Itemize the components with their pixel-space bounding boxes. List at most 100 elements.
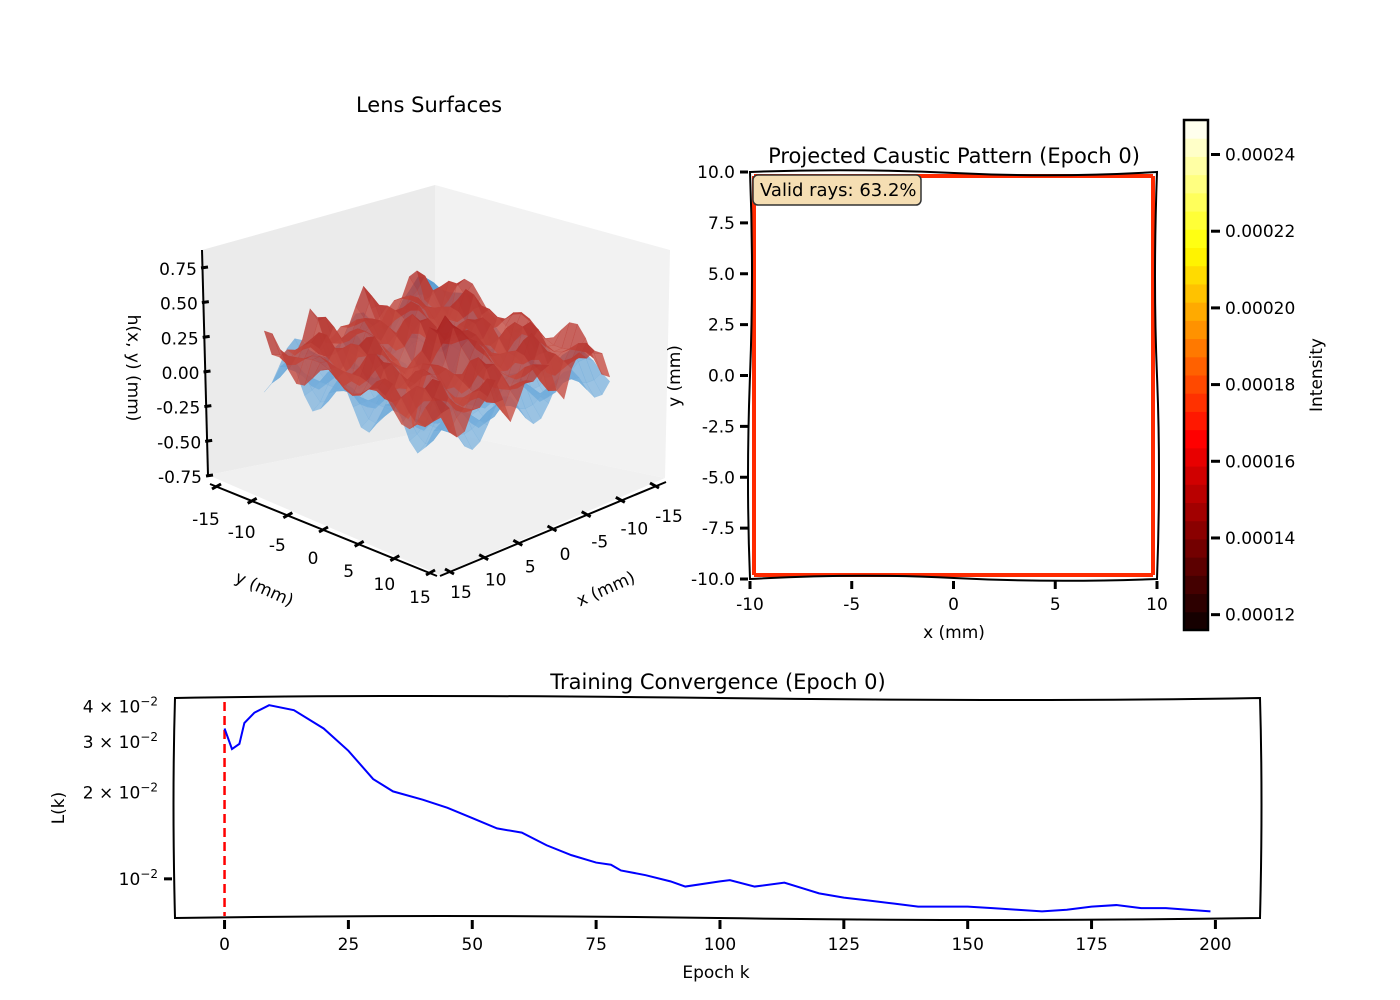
loss-y-tick-label: 3 × 10−2	[83, 730, 158, 753]
colorbar-level	[1184, 466, 1208, 485]
tick-base: 3 × 10	[83, 733, 141, 753]
y-tick-label: -15	[192, 510, 220, 530]
caustic-x-tick-label: -10	[736, 595, 764, 615]
tick-base: 10	[119, 870, 141, 890]
z-tick-label: -0.75	[158, 468, 202, 488]
colorbar-tick-label: 0.00024	[1225, 146, 1295, 166]
colorbar-level	[1184, 447, 1208, 467]
tick-exponent: −2	[140, 781, 158, 795]
z-tick-label: 0.75	[159, 260, 197, 280]
caustic-ticks: -10 -5 0 5 10 10.0 7.5 5.0 2.5 0.0 -2.5 -5.0 -7.5 -10…	[691, 163, 1168, 615]
valid-rays-text: Valid rays: 63.2%	[760, 180, 917, 201]
z-tick-label: -0.25	[156, 399, 200, 419]
loss-x-tick-label: 75	[585, 935, 607, 955]
colorbar-tick-label: 0.00014	[1225, 529, 1295, 549]
x-tick-label: 15	[450, 583, 472, 603]
lens-surfaces-title: Lens Surfaces	[356, 93, 502, 117]
x-tick-label: 5	[525, 558, 536, 578]
colorbar-level	[1184, 411, 1208, 431]
tick-base: 4 × 10	[83, 697, 141, 717]
caustic-title: Projected Caustic Pattern (Epoch 0)	[768, 144, 1140, 168]
lens-surfaces-panel: Lens Surfaces 0.75 0.50 0.25 0.00 -0.25 -0.50…	[123, 93, 683, 611]
tick-exponent: −2	[140, 867, 158, 881]
loss-x-label: Epoch k	[682, 963, 749, 983]
y-tick-label: 0	[308, 549, 319, 569]
colorbar-level	[1184, 283, 1208, 303]
colorbar-level	[1184, 247, 1208, 267]
z-tick-label: 0.50	[160, 295, 198, 315]
colorbar-level	[1184, 356, 1208, 376]
colorbar-level	[1184, 265, 1208, 285]
front-surface-facet	[433, 397, 450, 414]
caustic-y-tick-label: -10.0	[691, 570, 735, 590]
caustic-x-tick-label: 10	[1146, 595, 1168, 615]
y-tick-mark	[211, 482, 222, 491]
caustic-y-tick-label: 0.0	[708, 367, 735, 387]
y-tick-mark	[389, 554, 401, 562]
loss-series-line	[223, 704, 1211, 913]
y-tick-mark	[353, 540, 365, 548]
loss-y-tick-label: 4 × 10−2	[83, 694, 158, 717]
y-tick-label: 5	[343, 562, 354, 582]
colorbar-level	[1184, 156, 1208, 176]
loss-x-tick-label: 200	[1199, 935, 1231, 955]
colorbar-level	[1184, 375, 1208, 394]
z-tick-mark	[204, 438, 213, 443]
colorbar-tick-label: 0.00020	[1225, 299, 1295, 319]
loss-x-tick-label: 150	[951, 935, 983, 955]
colorbar: 0.00024 0.00022 0.00020 0.00018 0.00016 0.000…	[1182, 118, 1327, 632]
caustic-annotation: Valid rays: 63.2%	[752, 174, 922, 206]
z-tick-label: 0.25	[161, 329, 199, 349]
colorbar-frame	[1182, 118, 1210, 632]
floor-pane	[208, 430, 665, 575]
z-tick-mark	[204, 404, 212, 409]
z-axis-line	[201, 249, 209, 476]
x-tick-mark	[580, 510, 592, 518]
x-tick-mark	[512, 539, 524, 547]
caustic-y-tick-label: 5.0	[708, 265, 735, 285]
colorbar-level	[1184, 302, 1208, 321]
caustic-x-tick-label: -5	[843, 595, 860, 615]
loss-plot	[223, 702, 1211, 916]
loss-title: Training Convergence (Epoch 0)	[549, 670, 885, 694]
surface-mesh	[263, 270, 611, 454]
caustic-y-tick-label: -5.0	[702, 468, 735, 488]
colorbar-tick-label: 0.00022	[1225, 222, 1295, 242]
colorbar-level	[1184, 174, 1208, 194]
colorbar-tick-label: 0.00016	[1225, 452, 1295, 472]
z-axis-label: h(x, y) (mm)	[123, 315, 143, 422]
x-tick-label: 10	[485, 570, 507, 590]
colorbar-level	[1184, 538, 1208, 558]
y-tick-mark	[246, 497, 258, 505]
tick-base: 2 × 10	[83, 784, 141, 804]
x-tick-mark	[649, 481, 660, 490]
x-tick-mark	[478, 553, 489, 561]
colorbar-level	[1184, 520, 1208, 540]
loss-x-tick-label: 50	[461, 935, 483, 955]
z-tick-label: 0.00	[162, 364, 200, 384]
colorbar-tick-label: 0.00012	[1225, 606, 1295, 626]
y-tick-label: -10	[228, 523, 256, 543]
x-tick-mark	[546, 524, 558, 533]
x-tick-mark	[444, 567, 455, 576]
tick-exponent: −2	[140, 694, 158, 708]
loss-x-tick-label: 125	[828, 935, 860, 955]
colorbar-level	[1184, 338, 1208, 358]
colorbar-level	[1184, 120, 1208, 139]
colorbar-level	[1184, 393, 1208, 412]
caustic-y-tick-label: 7.5	[708, 214, 735, 234]
y-tick-label: 15	[409, 588, 431, 608]
x-tick-label: 0	[560, 545, 571, 565]
caustic-panel: Projected Caustic Pattern (Epoch 0) Vali…	[665, 144, 1168, 643]
y-axis-label: y (mm)	[232, 568, 297, 611]
caustic-y-tick-label: 2.5	[708, 316, 735, 336]
caustic-image	[750, 172, 1157, 579]
y-tick-label: 10	[374, 575, 396, 595]
z-tick-label: -0.50	[157, 433, 201, 453]
caustic-y-tick-label: -2.5	[702, 417, 735, 437]
caustic-y-label: y (mm)	[665, 345, 685, 407]
x-tick-mark	[615, 496, 626, 504]
tick-exponent: −2	[140, 730, 158, 744]
